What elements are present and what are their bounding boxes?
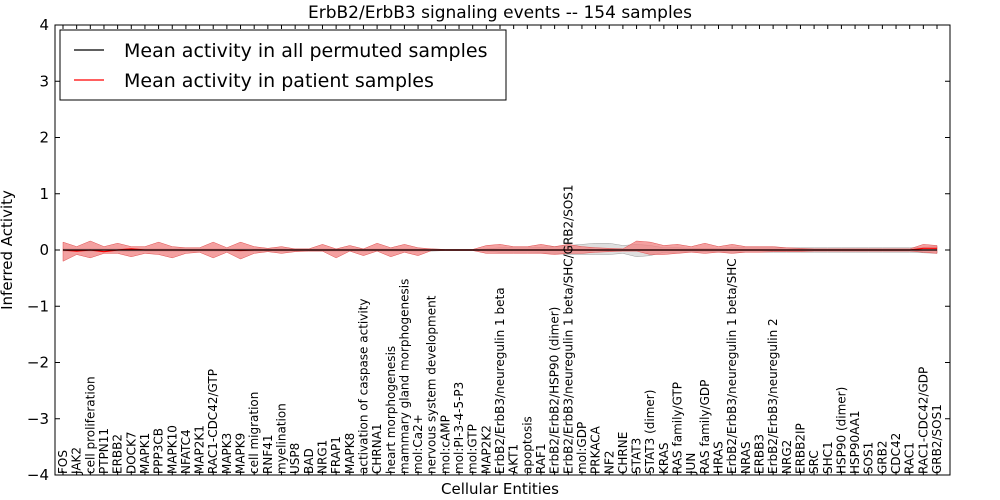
x-category-label: ERBB3	[752, 434, 766, 474]
x-category-label: mol:GTP	[466, 424, 480, 474]
y-axis-label: Inferred Activity	[0, 190, 16, 310]
x-category-label: USP8	[288, 443, 302, 474]
x-category-label: mol:Ca2+	[411, 414, 425, 474]
x-category-label: cell migration	[247, 392, 261, 474]
x-category-label: mol:PI-3-4-5-P3	[452, 382, 466, 474]
x-category-label: apoptosis	[520, 416, 534, 474]
x-category-label: HSP90AA1	[848, 410, 862, 474]
x-category-label: GRB2	[875, 440, 889, 474]
x-category-label: MAPK3	[220, 433, 234, 474]
x-category-label: RAC1-CDC42/GTP	[206, 369, 220, 474]
x-category-label: RAF1	[534, 443, 548, 474]
x-category-label: STAT3	[630, 438, 644, 474]
y-tick-label: 2	[39, 129, 49, 147]
x-category-label: RAC1-CDC42/GDP	[916, 367, 930, 474]
y-tick-label: −3	[27, 410, 49, 428]
x-category-label: CHRNE	[616, 432, 630, 474]
x-category-label: CHRNA1	[370, 423, 384, 474]
x-category-label: myelination	[275, 403, 289, 474]
x-category-label: NRG2	[780, 440, 794, 474]
legend-label-patient: Mean activity in patient samples	[124, 70, 434, 92]
x-category-label: activation of caspase activity	[356, 299, 370, 474]
x-category-label: ERBB2	[111, 434, 125, 474]
x-category-label: NRAS	[739, 441, 753, 474]
x-category-label: MAPK9	[234, 433, 248, 474]
x-category-label: ErbB2/ErbB3/neuregulin 2	[766, 318, 780, 474]
x-category-label: NRG1	[315, 440, 329, 474]
x-category-label: ErbB2/ErbB2/HSP90 (dimer)	[548, 307, 562, 474]
y-tick-label: 3	[39, 72, 49, 90]
x-category-label: PRKACA	[589, 425, 603, 474]
legend: Mean activity in all permuted samples Me…	[60, 30, 506, 100]
x-category-label: nervous system development	[425, 295, 439, 474]
x-category-label: JUN	[684, 453, 698, 475]
x-category-label: ERBB2IP	[793, 423, 807, 474]
x-category-label: RAS family/GDP	[698, 380, 712, 474]
x-category-label: MAPK8	[343, 433, 357, 474]
legend-label-permuted: Mean activity in all permuted samples	[124, 40, 487, 62]
x-category-label: FRAP1	[329, 436, 343, 474]
x-category-label: KRAS	[657, 442, 671, 474]
x-category-label: SOS1	[862, 442, 876, 474]
x-category-label: HSP90 (dimer)	[834, 387, 848, 474]
x-category-label: cell proliferation	[83, 376, 97, 474]
x-category-label: MAPK10	[165, 425, 179, 474]
x-category-label: MAPK1	[138, 433, 152, 474]
x-category-label: DOCK7	[124, 431, 138, 474]
x-category-label: mammary gland morphogenesis	[397, 279, 411, 474]
x-category-label: ErbB2/ErbB3/neuregulin 1 beta/SHC/GRB2/S…	[561, 184, 575, 474]
x-category-label: mol:cAMP	[438, 415, 452, 474]
x-category-label: PTPN11	[97, 428, 111, 474]
x-category-label: BAD	[302, 448, 316, 474]
y-tick-label: 0	[39, 241, 49, 259]
x-category-label: PPP3CB	[152, 428, 166, 474]
x-axis-label: Cellular Entities	[441, 480, 559, 498]
x-category-label: GRB2/SOS1	[930, 404, 944, 474]
x-category-label: RNF41	[261, 435, 275, 475]
x-category-label: mol:GDP	[575, 422, 589, 474]
x-category-label: RAC1	[903, 442, 917, 474]
y-tick-label: 1	[39, 185, 49, 203]
y-tick-label: 4	[39, 16, 49, 34]
x-category-label: MAP2K1	[193, 425, 207, 474]
x-category-label: MAP2K2	[479, 425, 493, 474]
x-category-label: CDC42	[889, 433, 903, 474]
chart-title: ErbB2/ErbB3 signaling events -- 154 samp…	[308, 3, 692, 23]
x-category-label: JAK2	[70, 447, 84, 475]
x-category-label: HRAS	[712, 441, 726, 474]
y-tick-label: −2	[27, 354, 49, 372]
y-tick-label: −1	[27, 297, 49, 315]
x-category-label: STAT3 (dimer)	[643, 390, 657, 474]
x-category-label: NF2	[602, 450, 616, 474]
x-category-label: FOS	[56, 450, 70, 474]
x-category-label: SRC	[807, 450, 821, 474]
x-category-label: NFATC4	[179, 429, 193, 474]
x-category-label: ErbB2/ErbB3/neuregulin 1 beta	[493, 287, 507, 474]
x-category-label: heart morphogenesis	[384, 346, 398, 474]
x-category-label: ErbB2/ErbB3/neuregulin 1 beta/SHC	[725, 258, 739, 474]
x-category-label: AKT1	[507, 444, 521, 474]
x-category-label: RAS family/GTP	[671, 382, 685, 474]
x-category-label: SHC1	[821, 441, 835, 474]
y-tick-label: −4	[27, 466, 49, 484]
